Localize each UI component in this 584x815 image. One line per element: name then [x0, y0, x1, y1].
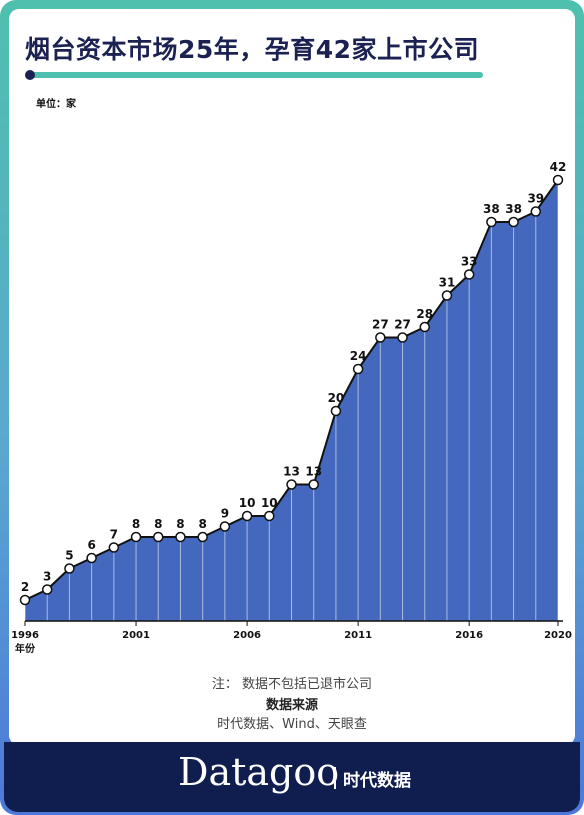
data-label: 13 [283, 465, 300, 479]
x-tick-label: 2011 [344, 630, 372, 641]
data-label: 6 [87, 538, 95, 552]
x-axis-label: 年份 [15, 642, 36, 655]
data-point [552, 174, 564, 186]
data-label: 27 [372, 318, 389, 332]
data-point [419, 321, 430, 333]
data-point [19, 594, 31, 606]
source-text: 时代数据、Wind、天眼查 [217, 717, 367, 732]
data-point [219, 521, 231, 532]
data-label: 20 [328, 391, 345, 405]
data-point [352, 363, 364, 375]
data-label: 8 [176, 517, 184, 531]
brand-logo: Datagoo [178, 750, 340, 794]
data-label: 33 [461, 255, 478, 269]
data-point [197, 531, 208, 543]
data-point [508, 216, 519, 228]
data-label: 10 [239, 496, 256, 510]
data-point [441, 290, 453, 301]
data-label: 8 [198, 517, 206, 531]
data-point [153, 531, 164, 543]
unit-label: 单位：家 [36, 99, 76, 110]
data-point [41, 584, 53, 595]
data-label: 42 [550, 160, 567, 174]
data-point [241, 510, 253, 522]
data-label: 2 [21, 580, 29, 594]
chart-title: 烟台资本市场25年，孕育42家上市公司 [25, 35, 480, 64]
x-tick-label: 2006 [233, 630, 261, 641]
data-label: 24 [350, 349, 367, 363]
x-tick-label: 1996 [11, 630, 39, 641]
data-point [286, 479, 297, 490]
data-point [264, 510, 275, 522]
title-underline [28, 72, 483, 78]
data-point [175, 531, 186, 543]
footnote: 注： 数据不包括已退市公司 [211, 677, 373, 692]
data-label: 39 [527, 192, 544, 206]
data-label: 9 [221, 507, 229, 521]
data-label: 5 [65, 549, 73, 563]
data-point [308, 479, 319, 490]
data-point [64, 563, 75, 574]
x-tick-label: 2016 [455, 630, 483, 641]
data-point [375, 332, 386, 343]
data-label: 31 [439, 276, 456, 290]
data-point [530, 206, 542, 217]
brand-divider [334, 767, 336, 789]
data-label: 27 [394, 318, 411, 332]
data-label: 38 [505, 202, 522, 216]
brand-name-cn: 时代数据 [343, 771, 411, 791]
data-label: 10 [261, 496, 278, 510]
footer-banner: Datagoo 时代数据 [4, 742, 580, 812]
data-point [463, 269, 475, 280]
data-label: 38 [483, 202, 500, 216]
data-point [130, 531, 142, 543]
title-underline-dot [25, 70, 35, 80]
source-heading: 数据来源 [265, 698, 318, 713]
data-label: 28 [416, 307, 433, 321]
x-tick-label: 2020 [544, 630, 572, 641]
data-point [397, 332, 408, 343]
data-label: 8 [132, 517, 140, 531]
data-point [330, 405, 342, 417]
data-label: 13 [305, 465, 322, 479]
data-label: 3 [43, 570, 51, 584]
x-tick-label: 2001 [122, 630, 150, 641]
data-point [108, 542, 120, 553]
data-label: 8 [154, 517, 162, 531]
data-point [486, 216, 497, 228]
data-point [86, 552, 97, 564]
data-label: 7 [110, 528, 118, 542]
